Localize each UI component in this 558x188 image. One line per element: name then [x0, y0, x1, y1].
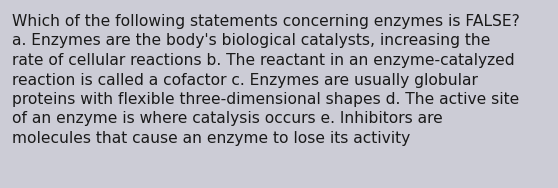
Text: Which of the following statements concerning enzymes is FALSE?: Which of the following statements concer…: [12, 14, 520, 29]
Text: proteins with flexible three-dimensional shapes d. The active site: proteins with flexible three-dimensional…: [12, 92, 519, 107]
Text: molecules that cause an enzyme to lose its activity: molecules that cause an enzyme to lose i…: [12, 131, 410, 146]
Text: reaction is called a cofactor c. Enzymes are usually globular: reaction is called a cofactor c. Enzymes…: [12, 73, 478, 87]
Text: of an enzyme is where catalysis occurs e. Inhibitors are: of an enzyme is where catalysis occurs e…: [12, 111, 442, 127]
Text: rate of cellular reactions b. The reactant in an enzyme-catalyzed: rate of cellular reactions b. The reacta…: [12, 53, 514, 68]
Text: a. Enzymes are the body's biological catalysts, increasing the: a. Enzymes are the body's biological cat…: [12, 33, 490, 49]
